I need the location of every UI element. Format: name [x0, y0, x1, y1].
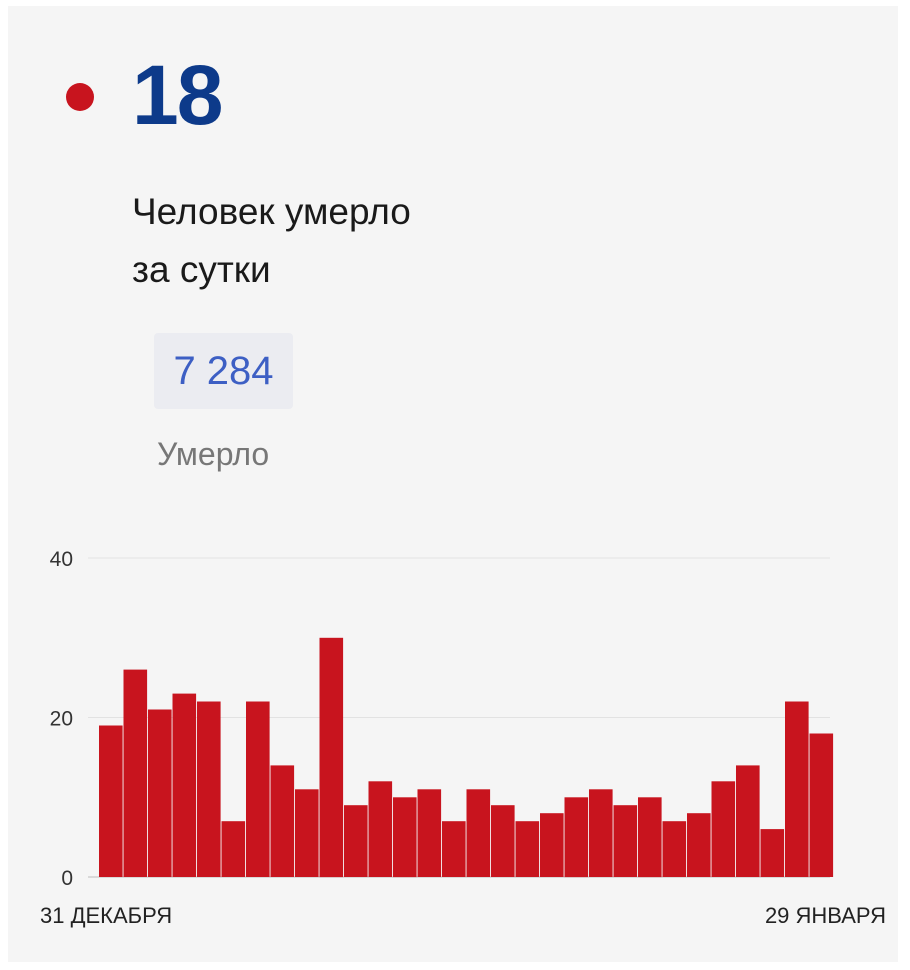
bar[interactable] — [515, 821, 540, 877]
bar[interactable] — [662, 821, 687, 877]
bar[interactable] — [809, 733, 834, 878]
bar[interactable] — [295, 789, 319, 877]
bar[interactable] — [442, 821, 466, 877]
y-axis-ticks: 0 20 40 — [50, 548, 73, 890]
bar[interactable] — [711, 781, 736, 877]
y-tick-label: 0 — [61, 867, 73, 890]
bar[interactable] — [221, 821, 246, 877]
bar[interactable] — [270, 765, 295, 877]
chart-bars — [99, 637, 834, 878]
total-deaths-label: Умерло — [157, 436, 270, 472]
total-deaths-value: 7 284 — [173, 348, 274, 393]
bar[interactable] — [491, 805, 515, 877]
bar[interactable] — [760, 829, 785, 877]
daily-label-line-2: за сутки — [132, 249, 271, 290]
x-label-start: 31 ДЕКАБРЯ — [40, 903, 172, 928]
bar[interactable] — [246, 701, 270, 878]
bar[interactable] — [564, 797, 589, 878]
bar[interactable] — [687, 813, 711, 877]
bar[interactable] — [613, 805, 638, 877]
bar[interactable] — [197, 701, 221, 878]
bar[interactable] — [589, 789, 613, 877]
total-deaths-box[interactable]: 7 284 — [154, 333, 293, 409]
status-dot — [66, 83, 94, 111]
bar[interactable] — [368, 781, 393, 877]
daily-deaths-value: 18 — [132, 48, 223, 142]
bar[interactable] — [344, 805, 368, 877]
bar[interactable] — [99, 725, 123, 878]
bar[interactable] — [319, 637, 344, 878]
bar[interactable] — [736, 765, 760, 877]
bar[interactable] — [148, 709, 172, 878]
y-tick-label: 40 — [50, 548, 73, 571]
bar[interactable] — [785, 701, 809, 878]
x-label-end: 29 ЯНВАРЯ — [765, 903, 886, 928]
bar[interactable] — [172, 693, 197, 877]
bar[interactable] — [638, 797, 662, 878]
bar[interactable] — [417, 789, 442, 877]
daily-deaths-label: Человек умерло за сутки — [132, 183, 532, 299]
bar[interactable] — [393, 797, 417, 878]
bar[interactable] — [123, 669, 148, 877]
bar[interactable] — [540, 813, 564, 877]
y-tick-label: 20 — [50, 708, 73, 731]
daily-label-line-1: Человек умерло — [132, 191, 411, 232]
bar[interactable] — [466, 789, 491, 877]
